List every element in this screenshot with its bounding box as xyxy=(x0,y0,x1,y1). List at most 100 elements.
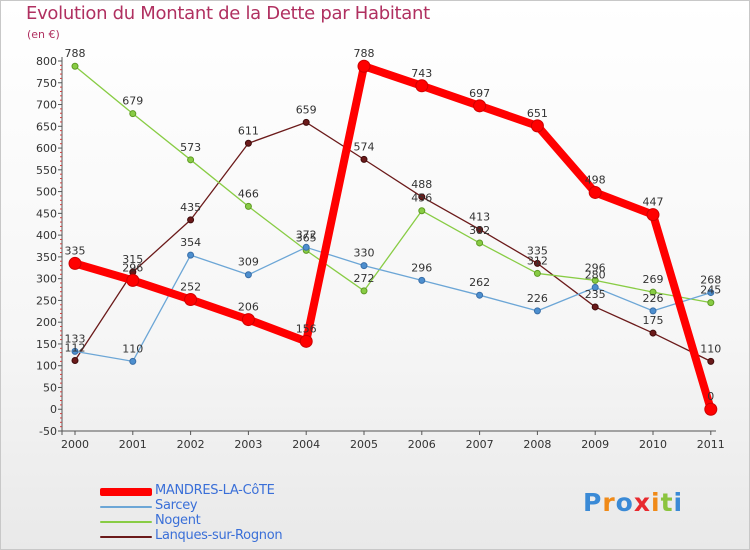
legend-swatch xyxy=(100,487,152,496)
y-tick-label: 100 xyxy=(36,360,57,373)
data-label: 280 xyxy=(585,268,606,281)
data-point xyxy=(418,193,426,201)
y-tick-label: 200 xyxy=(36,316,57,329)
legend-item: Nogent xyxy=(100,513,360,529)
data-label: 498 xyxy=(585,173,606,186)
data-label: 335 xyxy=(65,244,86,257)
data-label: 235 xyxy=(585,288,606,301)
data-label: 573 xyxy=(180,141,201,154)
data-label: 488 xyxy=(411,178,432,191)
x-tick-label: 2000 xyxy=(61,438,89,451)
logo-letter: i xyxy=(673,488,684,517)
data-label: 112 xyxy=(65,341,86,354)
data-label: 245 xyxy=(700,284,721,297)
data-label: 262 xyxy=(469,276,490,289)
data-point xyxy=(476,225,484,233)
y-tick-label: 500 xyxy=(36,186,57,199)
data-point xyxy=(533,269,541,277)
data-label: 651 xyxy=(527,107,548,120)
data-label: 272 xyxy=(354,272,375,285)
chart-unit-label: (en €) xyxy=(27,28,60,41)
data-label: 110 xyxy=(700,342,721,355)
y-tick-label: 50 xyxy=(43,381,57,394)
data-label: 175 xyxy=(643,314,664,327)
logo-letter: x xyxy=(633,488,651,517)
data-label: 788 xyxy=(65,47,86,60)
data-label: 110 xyxy=(122,342,143,355)
data-point xyxy=(473,99,487,113)
data-label: 611 xyxy=(238,124,259,137)
data-point xyxy=(588,185,602,199)
data-label: 226 xyxy=(643,292,664,305)
data-point xyxy=(187,251,195,259)
data-point xyxy=(244,202,252,210)
data-point xyxy=(530,119,544,133)
data-label: 0 xyxy=(707,390,714,403)
y-tick-label: -50 xyxy=(39,425,57,438)
data-point xyxy=(649,307,657,315)
data-point xyxy=(476,239,484,247)
data-point xyxy=(71,347,79,355)
y-tick-label: 0 xyxy=(50,403,57,416)
data-point xyxy=(649,288,657,296)
series-line-1 xyxy=(74,246,712,363)
data-label: 447 xyxy=(643,196,664,209)
data-label: 296 xyxy=(585,261,606,274)
data-point xyxy=(129,357,137,365)
x-tick-label: 2008 xyxy=(523,438,551,451)
logo-letter: o xyxy=(615,488,634,517)
x-tick-label: 2009 xyxy=(581,438,609,451)
data-label: 679 xyxy=(122,95,143,108)
data-label: 382 xyxy=(469,224,490,237)
data-point xyxy=(187,156,195,164)
data-point xyxy=(591,276,599,284)
series-line-2 xyxy=(74,65,712,304)
data-label: 365 xyxy=(296,231,317,244)
chart-title: Evolution du Montant de la Dette par Hab… xyxy=(26,3,430,24)
data-point xyxy=(360,287,368,295)
data-label: 697 xyxy=(469,87,490,100)
logo-letter: P xyxy=(583,488,603,517)
y-tick-label: 800 xyxy=(36,55,57,68)
y-tick-label: 350 xyxy=(36,251,57,264)
chart-legend: MANDRES-LA-CôTE Sarcey Nogent Lanques-sur-R… xyxy=(100,483,360,544)
data-label: 372 xyxy=(296,228,317,241)
data-label: 330 xyxy=(354,247,375,260)
data-point xyxy=(704,402,718,416)
x-tick-label: 2005 xyxy=(350,438,378,451)
data-label: 335 xyxy=(527,244,548,257)
data-point xyxy=(591,283,599,291)
data-label: 156 xyxy=(296,322,317,335)
x-tick-label: 2007 xyxy=(466,438,494,451)
x-tick-label: 2003 xyxy=(234,438,262,451)
logo-letter: t xyxy=(660,488,674,517)
data-label: 296 xyxy=(122,261,143,274)
data-point xyxy=(360,155,368,163)
y-tick-label: 600 xyxy=(36,142,57,155)
proxiti-logo: Proxiti xyxy=(583,488,683,517)
y-tick-label: 700 xyxy=(36,99,57,112)
y-tick-label: 300 xyxy=(36,273,57,286)
data-label: 659 xyxy=(296,103,317,116)
data-label: 312 xyxy=(527,254,548,267)
data-point xyxy=(646,208,660,222)
x-tick-label: 2010 xyxy=(639,438,667,451)
data-point xyxy=(244,139,252,147)
logo-letter: i xyxy=(651,488,661,517)
logo-letter: r xyxy=(602,488,616,517)
data-point xyxy=(707,299,715,307)
data-label: 574 xyxy=(354,140,375,153)
data-point xyxy=(418,207,426,215)
series-line-0 xyxy=(71,62,715,414)
data-point xyxy=(71,356,79,364)
legend-item: MANDRES-LA-CôTE xyxy=(100,483,360,499)
data-point xyxy=(415,79,429,93)
data-point xyxy=(129,110,137,118)
data-label: 435 xyxy=(180,201,201,214)
data-point xyxy=(476,291,484,299)
y-tick-label: 400 xyxy=(36,229,57,242)
legend-swatch xyxy=(100,505,152,508)
data-point xyxy=(649,329,657,337)
data-point xyxy=(68,256,82,270)
data-point xyxy=(187,216,195,224)
